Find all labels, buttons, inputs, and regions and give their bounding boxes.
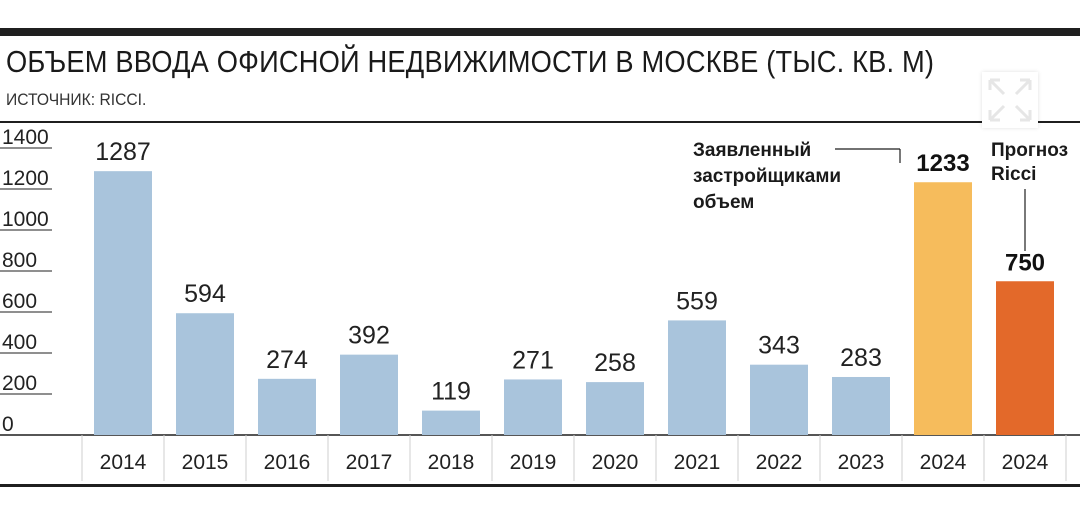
value-label: 392	[348, 322, 390, 350]
value-label: 1233	[916, 150, 969, 177]
x-tick-label: 2015	[182, 451, 229, 474]
value-label: 559	[676, 287, 718, 315]
annotation-declared: объем	[693, 192, 754, 213]
value-label: 119	[431, 378, 471, 406]
x-tick-label: 2022	[756, 451, 803, 474]
bar-2017	[340, 354, 398, 435]
value-label: 271	[512, 346, 554, 374]
y-tick-label: 1200	[2, 167, 49, 190]
bar-2024-forecast	[996, 281, 1054, 435]
x-tick-label: 2018	[428, 451, 475, 474]
value-label: 283	[840, 344, 882, 372]
value-label: 274	[266, 346, 308, 374]
y-tick-label: 1000	[2, 208, 49, 231]
annotation-declared: Заявленный	[693, 140, 811, 161]
bar-2024-declared	[914, 182, 972, 435]
header-divider	[0, 121, 1080, 123]
value-label: 258	[594, 349, 636, 377]
chart-title: ОБЪЕМ ВВОДА ОФИСНОЙ НЕДВИЖИМОСТИ В МОСКВ…	[6, 44, 935, 79]
bar-chart: 0 200 400 600 800 1000 1200 1400 1287 2014 594 2015…	[0, 126, 1080, 481]
x-tick-label: 2017	[346, 451, 393, 474]
bar-2015	[176, 313, 234, 435]
annotation-forecast: Прогноз	[991, 140, 1068, 161]
bar-2023	[832, 376, 890, 435]
x-tick-label: 2016	[264, 451, 311, 474]
x-tick-label: 2023	[838, 451, 885, 474]
x-tick-label: 2021	[674, 451, 721, 474]
y-tick-label: 800	[2, 249, 37, 272]
bar-2014	[94, 171, 152, 435]
x-tick-label: 2019	[510, 451, 557, 474]
bar-2021	[668, 320, 726, 435]
x-tick-label: 2024	[920, 451, 967, 474]
top-rule	[0, 28, 1080, 36]
x-tick-label: 2014	[100, 451, 147, 474]
value-label: 1287	[95, 138, 151, 166]
chart-source: ИСТОЧНИК: RICCI.	[6, 90, 147, 109]
bar-2018	[422, 410, 480, 435]
x-tick-label: 2020	[592, 451, 639, 474]
y-tick-label: 1400	[2, 126, 49, 149]
value-label: 750	[1005, 249, 1045, 276]
expand-icon[interactable]	[982, 72, 1038, 128]
value-label: 343	[758, 332, 800, 360]
bottom-rule	[0, 484, 1080, 487]
y-tick-label: 0	[2, 413, 14, 436]
value-label: 594	[184, 280, 226, 308]
y-tick-label: 400	[2, 331, 37, 354]
bar-2020	[586, 382, 644, 435]
x-tick-label: 2024	[1002, 451, 1049, 474]
bar-2022	[750, 364, 808, 435]
annotation-declared: застройщиками	[693, 166, 841, 187]
y-tick-label: 600	[2, 290, 37, 313]
bar-2016	[258, 378, 316, 435]
annotation-forecast: Ricci	[991, 164, 1036, 185]
bar-2019	[504, 379, 562, 435]
y-tick-label: 200	[2, 372, 37, 395]
